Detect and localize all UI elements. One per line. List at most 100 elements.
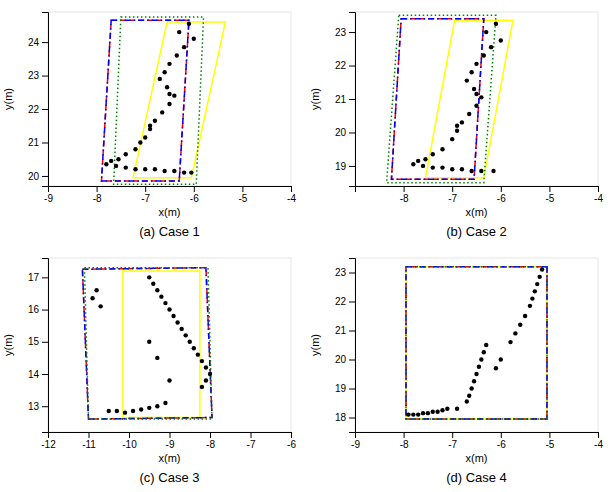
point <box>139 407 143 411</box>
y-tick-label: 21 <box>28 137 40 148</box>
y-tick: 19 <box>335 383 355 394</box>
point <box>155 404 159 408</box>
y-tick: 14 <box>28 369 48 380</box>
y-tick-label: 24 <box>28 37 40 48</box>
y-axis: 1314151617 <box>28 259 49 433</box>
point <box>465 399 469 403</box>
y-tick: 17 <box>28 272 48 283</box>
point <box>528 304 532 308</box>
x-tick: -6 <box>287 432 296 450</box>
x-tick-mark <box>598 186 599 192</box>
y-axis: 1920212223 <box>335 13 356 187</box>
x-tick-label: -4 <box>594 193 603 204</box>
box-outline <box>425 20 512 177</box>
point <box>440 165 444 169</box>
x-tick: -8 <box>400 186 409 204</box>
point <box>163 301 167 305</box>
point <box>192 346 196 350</box>
x-tick: -7 <box>141 186 150 204</box>
point <box>172 93 176 97</box>
point <box>474 62 478 66</box>
x-tick-mark <box>291 186 292 192</box>
point <box>192 37 196 41</box>
point <box>467 394 471 398</box>
panel: -9-8-7-6-5-4181920212223x(m)y(m)(d) Case… <box>309 258 603 485</box>
y-tick-label: 22 <box>28 104 40 115</box>
y-tick: 20 <box>335 354 355 365</box>
y-tick: 21 <box>335 325 355 336</box>
x-tick-mark <box>170 432 171 438</box>
point <box>484 30 488 34</box>
point <box>167 378 171 382</box>
y-tick-mark <box>42 143 48 144</box>
point <box>188 340 192 344</box>
y-tick-mark <box>349 302 355 303</box>
point <box>450 137 454 141</box>
x-tick: -12 <box>41 432 56 450</box>
x-tick-label: -5 <box>545 439 554 450</box>
panel: -12-11-10-9-8-7-61314151617x(m)y(m)(c) C… <box>2 258 296 485</box>
x-tick-label: -5 <box>545 193 554 204</box>
point <box>499 357 503 361</box>
point <box>416 159 420 163</box>
y-tick: 22 <box>335 60 355 71</box>
point <box>204 378 208 382</box>
point <box>431 410 435 414</box>
point <box>115 409 119 413</box>
point <box>469 70 473 74</box>
x-tick-label: -8 <box>400 439 409 450</box>
point <box>406 412 410 416</box>
point <box>196 352 200 356</box>
y-tick-label: 13 <box>28 401 40 412</box>
point <box>482 350 486 354</box>
x-tick-label: -4 <box>287 193 296 204</box>
x-tick: -7 <box>448 186 457 204</box>
y-axis-title: y(m) <box>309 334 321 356</box>
y-tick: 13 <box>28 401 48 412</box>
y-tick: 23 <box>335 27 355 38</box>
y-tick: 21 <box>28 137 48 148</box>
point <box>474 92 478 96</box>
x-tick-mark <box>598 432 599 438</box>
box-outline <box>82 268 212 419</box>
x-tick-mark <box>549 186 550 192</box>
y-tick-mark <box>42 342 48 343</box>
x-tick-mark <box>145 186 146 192</box>
x-tick-label: -11 <box>82 439 96 450</box>
point <box>167 92 171 96</box>
x-axis: -9-8-7-6-5-4 <box>351 432 603 450</box>
point <box>133 167 137 171</box>
point <box>98 304 102 308</box>
x-tick-label: -9 <box>166 439 175 450</box>
title: (b) Case 2 <box>446 224 507 239</box>
x-tick-mark <box>242 186 243 192</box>
point <box>467 112 471 116</box>
y-tick-label: 20 <box>28 171 40 182</box>
x-tick: -5 <box>545 432 554 450</box>
x-tick-label: -7 <box>247 439 256 450</box>
x-tick: -7 <box>448 432 457 450</box>
point <box>200 359 204 363</box>
x-tick-label: -8 <box>400 193 409 204</box>
point <box>533 289 537 293</box>
x-axis-title: x(m) <box>466 206 488 218</box>
title: (d) Case 4 <box>446 470 507 485</box>
y-axis-title: y(m) <box>2 88 14 110</box>
x-tick-label: -12 <box>41 439 56 450</box>
point <box>147 275 151 279</box>
y-tick: 22 <box>335 296 355 307</box>
y-tick: 23 <box>335 267 355 278</box>
x-tick-mark <box>404 432 405 438</box>
box-outline <box>391 19 483 180</box>
point <box>499 38 503 42</box>
box-outline <box>406 267 547 419</box>
y-tick-label: 20 <box>335 354 347 365</box>
x-tick-label: -10 <box>122 439 137 450</box>
point <box>175 320 179 324</box>
y-tick-mark <box>42 176 48 177</box>
x-axis-line <box>356 433 599 439</box>
x-tick: -6 <box>497 432 506 450</box>
x-tick: -6 <box>190 186 199 204</box>
point <box>167 102 171 106</box>
point <box>160 110 164 114</box>
